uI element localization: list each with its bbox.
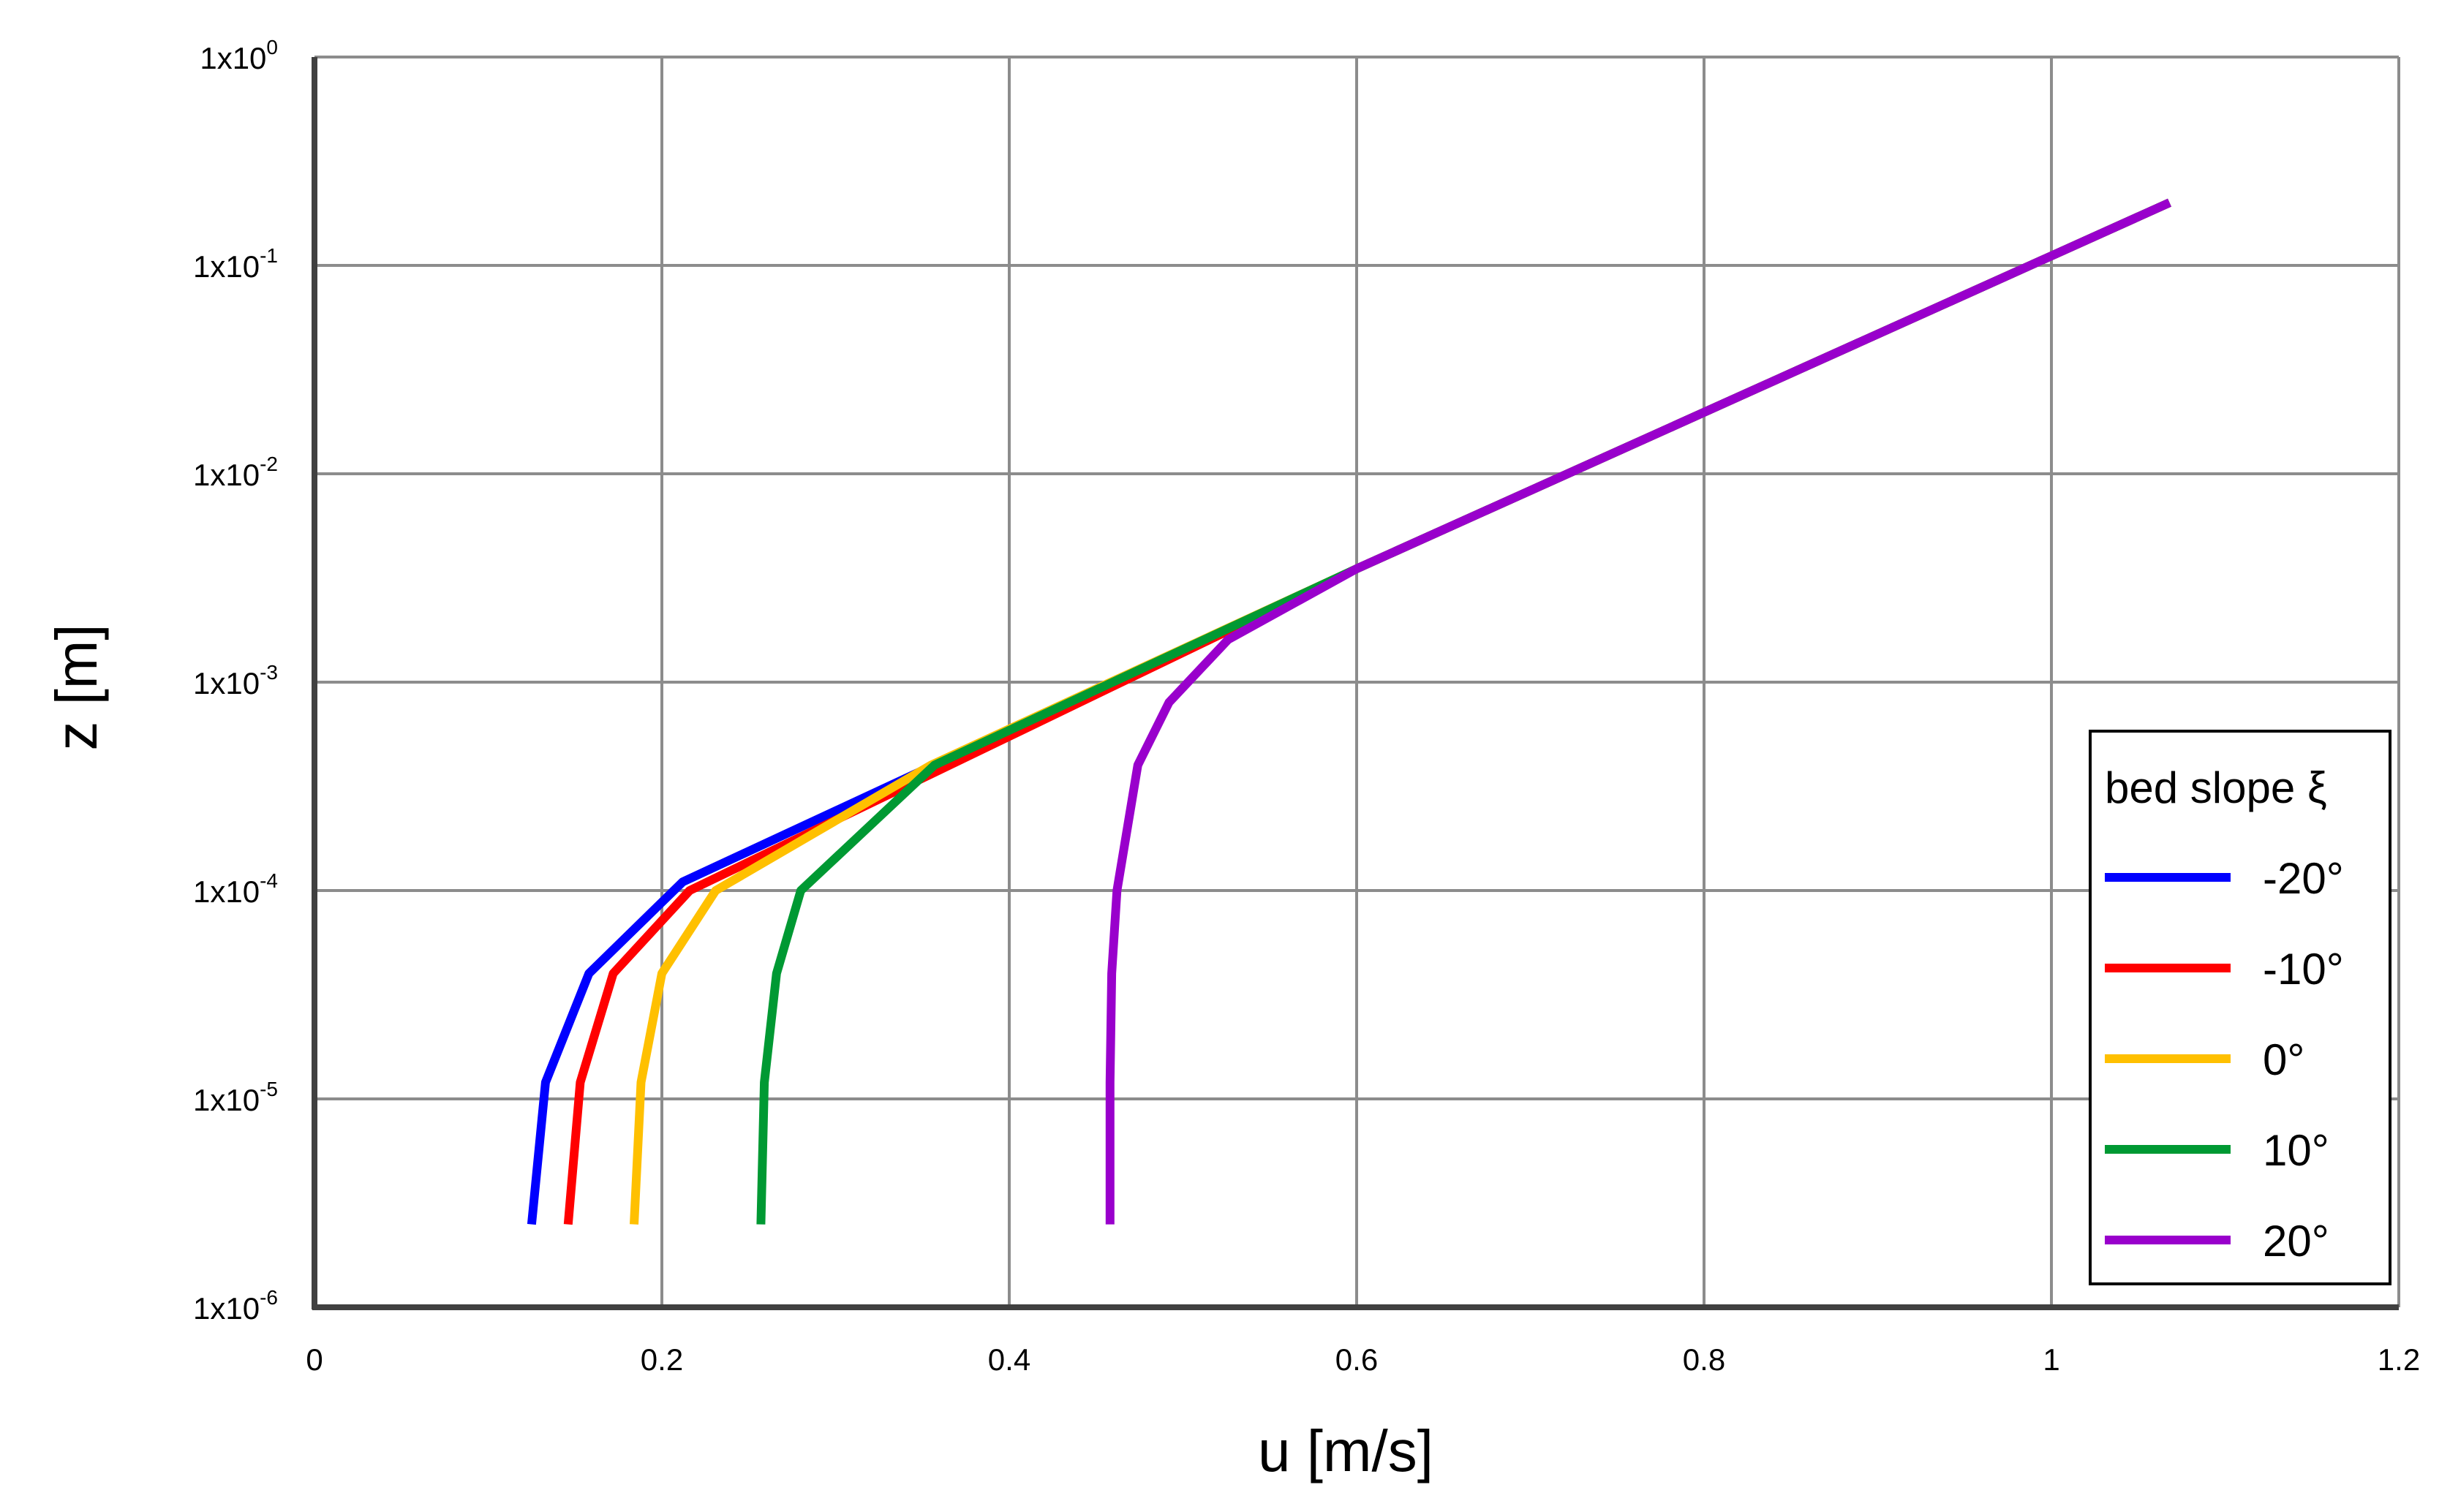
- series-line-1: [563, 198, 2171, 1225]
- y-tick-label: 1x10-1: [193, 244, 278, 284]
- legend-title: bed slope ξ: [2105, 763, 2327, 812]
- grid: [314, 56, 2400, 1307]
- x-tick-label: 0: [306, 1342, 323, 1377]
- x-tick-label: 0.8: [1683, 1342, 1725, 1377]
- axes: [312, 57, 2399, 1310]
- y-tick-label: 1x10-6: [193, 1286, 278, 1326]
- legend-label-1: -10°: [2263, 945, 2344, 994]
- legend-label-3: 10°: [2263, 1126, 2329, 1175]
- y-tick-label: 1x10-4: [193, 869, 278, 909]
- x-tick-label: 0.2: [641, 1342, 683, 1377]
- x-tick-label: 1: [2043, 1342, 2059, 1377]
- legend-label-0: -20°: [2263, 854, 2344, 903]
- legend-label-4: 20°: [2263, 1217, 2329, 1266]
- legend-box: [2089, 730, 2391, 1285]
- x-axis-title: u [m/s]: [1258, 1418, 1433, 1483]
- y-axis-title: z [m]: [44, 624, 109, 750]
- x-tick-label: 0.4: [988, 1342, 1030, 1377]
- y-tick-label: 1x10-3: [193, 661, 278, 700]
- series-line-2: [630, 198, 2171, 1225]
- legend: bed slope ξ -20° -10° 0° 10° 20°: [2089, 730, 2391, 1285]
- y-tick-label: 1x10-5: [193, 1078, 278, 1117]
- x-tick-label: 1.2: [2378, 1342, 2420, 1377]
- series-line-4: [1105, 198, 2171, 1225]
- series-line-3: [756, 198, 2171, 1225]
- tick-labels: 0 0.2 0.4 0.6 0.8 1 1.2 1x10-6 1x10-5 1x10-4 1x10-…: [193, 36, 2420, 1377]
- series-line-0: [527, 198, 2171, 1225]
- legend-label-2: 0°: [2263, 1035, 2304, 1084]
- y-tick-label: 1x100: [200, 36, 278, 75]
- y-tick-label: 1x10-2: [193, 453, 278, 492]
- series-lines: [527, 198, 2171, 1225]
- x-tick-label: 0.6: [1335, 1342, 1378, 1377]
